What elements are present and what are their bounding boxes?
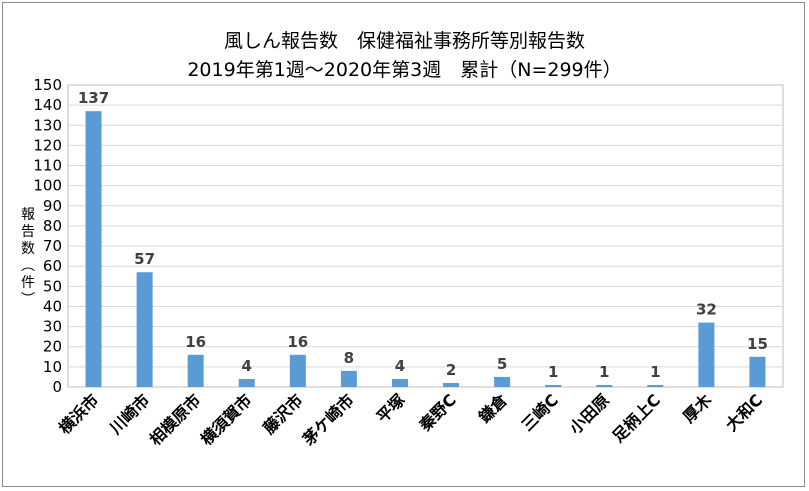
bar (494, 376, 511, 387)
bar (391, 378, 408, 387)
data-label: 57 (134, 250, 155, 268)
bar (238, 378, 255, 387)
y-tick-label: 100 (33, 177, 62, 195)
data-label: 5 (497, 355, 507, 373)
y-tick-label: 90 (43, 197, 62, 215)
bar (443, 382, 460, 387)
x-tick-label: 川崎市 (105, 390, 153, 438)
data-label: 1 (650, 363, 660, 381)
x-tick-label: 鎌倉 (474, 390, 511, 427)
bar (749, 356, 766, 387)
data-label: 1 (548, 363, 558, 381)
y-tick-label: 50 (43, 277, 62, 295)
data-label: 15 (747, 335, 768, 353)
y-tick-label: 60 (43, 257, 62, 275)
bar (136, 272, 153, 387)
bar (596, 384, 613, 387)
x-tick-label: 三崎C (518, 390, 562, 434)
data-label: 1 (599, 363, 609, 381)
y-tick-label: 120 (33, 136, 62, 154)
x-tick-label: 足柄上C (608, 390, 664, 446)
chart-subtitle: 2019年第1週～2020年第3週 累計（N=299件） (187, 59, 622, 81)
y-tick-label: 80 (43, 217, 62, 235)
y-tick-label: 40 (43, 297, 62, 315)
chart-title: 風しん報告数 保健福祉事務所等別報告数 (223, 30, 585, 52)
x-tick-label: 小田原 (566, 390, 613, 437)
y-tick-label: 10 (43, 358, 62, 376)
data-label: 4 (395, 357, 405, 375)
x-tick-label: 横浜市 (55, 390, 102, 437)
x-tick-label: 相模原市 (146, 390, 205, 449)
bar (187, 354, 204, 387)
x-tick-label: 横須賀市 (197, 390, 256, 449)
x-tick-label: 厚木 (679, 390, 716, 427)
plot-area (67, 84, 784, 388)
y-tick-label: 0 (52, 378, 62, 396)
bar (545, 384, 562, 387)
data-label: 137 (78, 89, 109, 107)
y-tick-label: 70 (43, 237, 62, 255)
bar (289, 354, 306, 387)
y-tick-label: 30 (43, 318, 62, 336)
data-label: 4 (242, 357, 252, 375)
x-tick-label: 茅ケ崎市 (299, 390, 358, 449)
y-tick-label: 110 (33, 157, 62, 175)
x-tick-label: 平塚 (373, 390, 409, 426)
data-label: 32 (696, 301, 717, 319)
data-label: 16 (287, 333, 308, 351)
y-tick-label: 130 (33, 116, 62, 134)
bar (340, 370, 357, 387)
y-axis-label: 報告数 ︵ 件 ︶ (21, 207, 35, 308)
bar (85, 111, 102, 387)
bar (698, 322, 715, 387)
x-tick-label: 大和C (722, 390, 766, 434)
data-label: 2 (446, 361, 456, 379)
data-label: 8 (344, 349, 354, 367)
y-tick-label: 140 (33, 96, 62, 114)
bar (647, 384, 664, 387)
x-tick-label: 秦野C (415, 390, 460, 435)
data-label: 16 (185, 333, 206, 351)
y-tick-label: 20 (43, 338, 62, 356)
y-tick-label: 150 (33, 76, 62, 94)
x-tick-label: 藤沢市 (259, 390, 306, 437)
